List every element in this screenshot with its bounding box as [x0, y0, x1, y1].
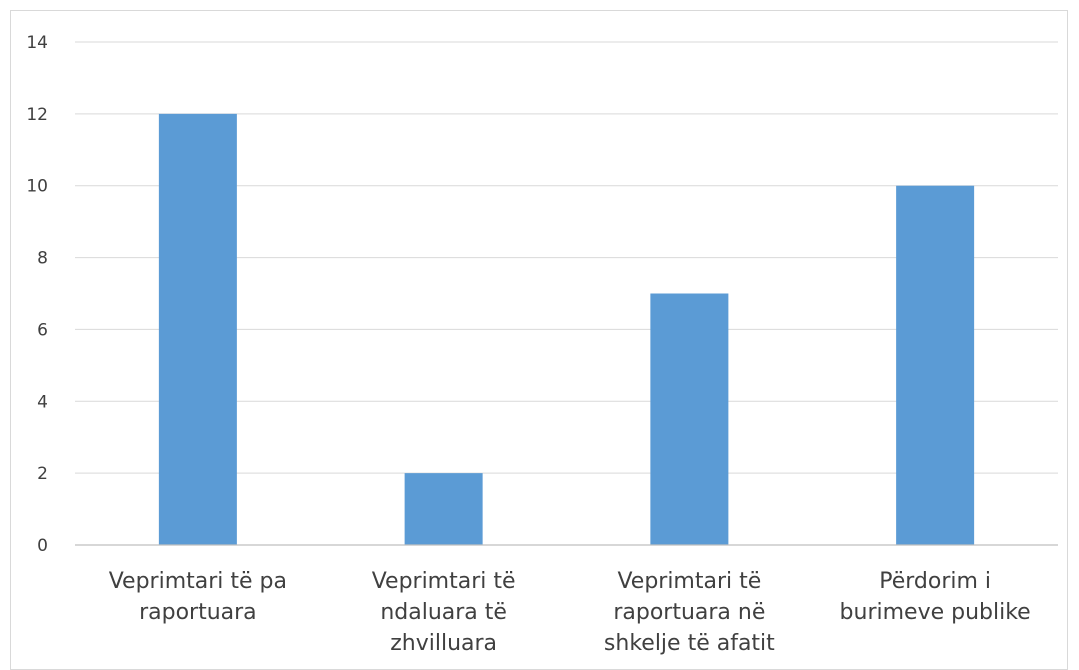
category-labels: Veprimtari të pa raportuara Veprimtari të n… [109, 569, 1031, 656]
x-tick-label: Veprimtari të pa raportuara [109, 569, 287, 625]
x-tick-label-line: shkelje të afatit [604, 631, 775, 656]
y-tick-labels: 0 2 4 6 8 10 12 14 [26, 33, 48, 556]
x-tick-label: Përdorim i burimeve publike [840, 569, 1031, 625]
y-tick-label: 8 [37, 249, 48, 269]
y-tick-label: 10 [26, 177, 48, 197]
x-tick-label-line: Veprimtari të pa [109, 569, 287, 594]
x-tick-label-line: zhvilluara [390, 631, 497, 656]
y-tick-label: 12 [26, 105, 48, 125]
y-tick-label: 4 [37, 392, 48, 412]
bars [158, 113, 975, 545]
y-tick-label: 14 [26, 33, 48, 53]
x-tick-label-line: raportuara në [613, 600, 765, 625]
x-tick-label-line: Përdorim i [879, 569, 991, 594]
y-tick-label: 2 [37, 464, 48, 484]
x-tick-label-line: burimeve publike [840, 600, 1031, 625]
x-tick-label-line: ndaluara të [380, 600, 507, 625]
x-tick-label-line: raportuara [139, 600, 257, 625]
x-tick-label: Veprimtari të ndaluara të zhvilluara [372, 569, 516, 656]
x-tick-label-line: Veprimtari të [617, 569, 761, 594]
bar [404, 473, 483, 545]
x-tick-label: Veprimtari të raportuara në shkelje të afa… [604, 569, 775, 656]
bar [650, 293, 729, 545]
bar [158, 113, 237, 545]
y-tick-label: 0 [37, 536, 48, 556]
y-tick-label: 6 [37, 320, 48, 340]
gridlines [75, 41, 1058, 474]
x-tick-label-line: Veprimtari të [372, 569, 516, 594]
bar [896, 185, 975, 545]
